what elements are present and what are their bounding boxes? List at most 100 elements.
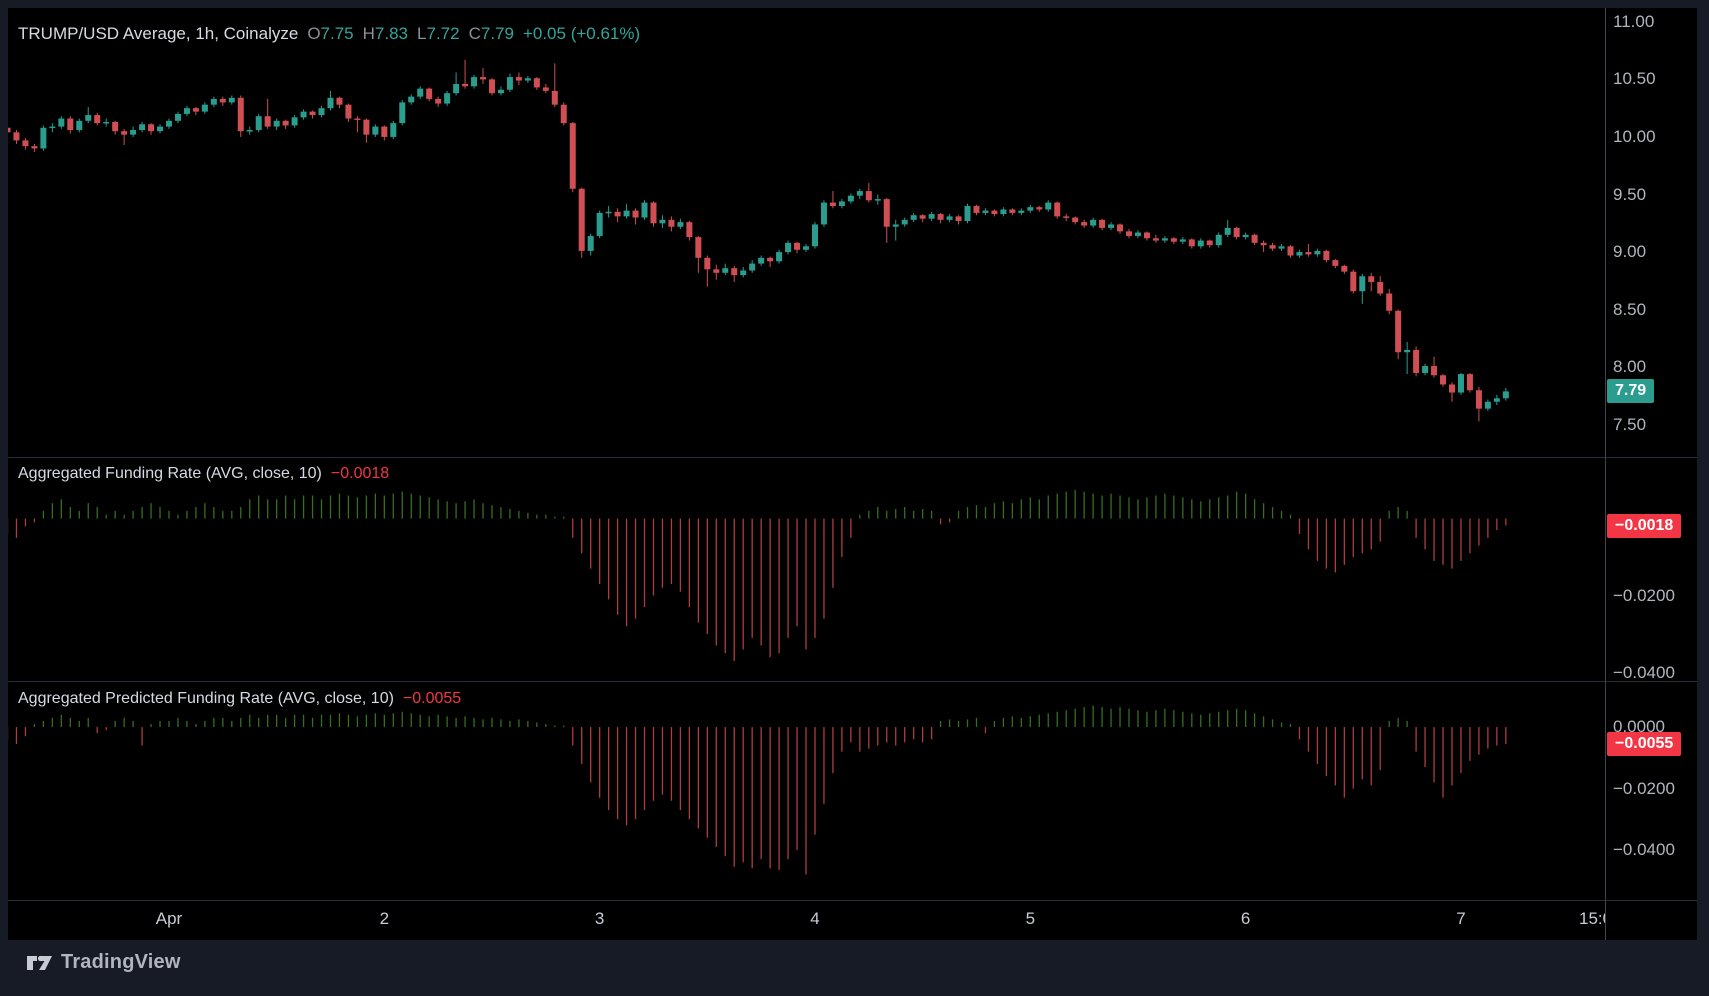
candle-body xyxy=(94,115,101,124)
candle-body xyxy=(1269,245,1276,249)
candle-body xyxy=(390,123,397,137)
candle-body xyxy=(1359,276,1366,292)
axis-tick-label: 10.00 xyxy=(1613,126,1656,146)
candle-body xyxy=(13,132,20,141)
axis-tick-label: −0.0200 xyxy=(1613,585,1675,605)
candle-body xyxy=(1009,209,1016,213)
candle-body xyxy=(740,270,747,276)
candle-body xyxy=(982,210,989,213)
predicted-funding-rate-title[interactable]: Aggregated Predicted Funding Rate (AVG, … xyxy=(18,690,394,707)
candle-body xyxy=(874,199,881,201)
candle-body xyxy=(1233,227,1240,238)
time-axis[interactable]: Apr 2 3 4 5 6 7 15:0 xyxy=(8,900,1605,940)
predicted-funding-rate-scale[interactable]: 0.0000 −0.0200 −0.0400 −0.0055 xyxy=(1605,681,1697,900)
funding-rate-title[interactable]: Aggregated Funding Rate (AVG, close, 10) xyxy=(18,465,322,482)
candle-body xyxy=(363,119,370,135)
candle-body xyxy=(1117,224,1124,232)
candle-body xyxy=(327,97,334,109)
symbol-legend[interactable]: TRUMP/USD Average, 1h, Coinalyze O7.75 H… xyxy=(18,24,640,44)
candle-body xyxy=(865,191,872,201)
candle-body xyxy=(1224,227,1231,235)
candle-body xyxy=(49,126,56,129)
candle-body xyxy=(1018,210,1025,213)
candle-body xyxy=(372,126,379,135)
symbol-title[interactable]: TRUMP/USD Average, 1h, Coinalyze xyxy=(18,24,299,43)
predicted-funding-rate-legend[interactable]: Aggregated Predicted Funding Rate (AVG, … xyxy=(18,690,461,708)
predicted-funding-rate-pane-canvas[interactable] xyxy=(8,681,1605,900)
candle-body xyxy=(1251,234,1258,243)
candle-body xyxy=(847,195,854,202)
candle-body xyxy=(336,97,343,105)
axis-tick-label: −0.0400 xyxy=(1613,839,1675,859)
candle-body xyxy=(1000,209,1007,215)
candle-body xyxy=(560,104,567,124)
candle-body xyxy=(157,126,164,132)
candle-body xyxy=(506,77,513,90)
candle-body xyxy=(444,93,451,104)
candle-body xyxy=(1484,401,1491,409)
tradingview-logo[interactable]: TradingView xyxy=(26,951,181,974)
candle-body xyxy=(183,108,190,114)
candle-body xyxy=(856,191,863,196)
candle-body xyxy=(1350,271,1357,292)
candle-body xyxy=(210,98,217,105)
candle-body xyxy=(255,116,262,131)
time-axis-label: 6 xyxy=(1240,909,1251,928)
candle-body xyxy=(1296,252,1303,256)
candle-body xyxy=(1134,232,1141,236)
candle-body xyxy=(1440,375,1447,385)
last-value-badge: 7.79 xyxy=(1607,379,1655,404)
candle-body xyxy=(937,214,944,220)
candle-body xyxy=(1152,238,1159,241)
candle-body xyxy=(1457,374,1464,393)
candle-body xyxy=(148,124,155,132)
last-value-badge: −0.0018 xyxy=(1607,513,1682,538)
candle-body xyxy=(838,201,845,207)
candle-body xyxy=(1377,282,1384,294)
candle-body xyxy=(1108,224,1115,228)
candle-body xyxy=(551,90,558,105)
candle-body xyxy=(578,188,585,251)
pane-divider[interactable] xyxy=(8,457,1697,458)
candle-body xyxy=(201,104,208,112)
candle-body xyxy=(408,96,415,103)
candle-body xyxy=(623,210,630,217)
pane-divider[interactable] xyxy=(8,681,1697,682)
axis-tick-label: −0.0400 xyxy=(1613,662,1675,682)
candle-body xyxy=(1332,260,1339,266)
funding-rate-legend[interactable]: Aggregated Funding Rate (AVG, close, 10)… xyxy=(18,465,389,483)
candle-body xyxy=(731,268,738,276)
candle-body xyxy=(246,130,253,132)
candle-body xyxy=(174,113,181,121)
price-scale[interactable]: 11.00 10.50 10.00 9.50 9.00 8.50 8.00 7.50 7.79 xyxy=(1605,8,1697,457)
candle-body xyxy=(892,224,899,227)
candle-body xyxy=(165,120,172,127)
time-axis-label: 2 xyxy=(379,909,390,928)
candle-body xyxy=(1493,398,1500,402)
time-axis-label: 15:0 xyxy=(1578,909,1605,928)
candle-body xyxy=(1314,250,1321,255)
candle-body xyxy=(103,121,110,124)
candle-body xyxy=(480,77,487,80)
price-pane-canvas[interactable] xyxy=(8,8,1605,457)
candle-body xyxy=(928,214,935,219)
candle-body xyxy=(300,111,307,118)
funding-rate-scale[interactable]: −0.0200 −0.0400 −0.0018 xyxy=(1605,457,1697,682)
axis-tick-label: 7.50 xyxy=(1613,414,1647,434)
candle-body xyxy=(1368,276,1375,283)
candle-body xyxy=(991,210,998,215)
time-axis-border xyxy=(8,900,1697,901)
axis-tick-label: 10.50 xyxy=(1613,69,1656,89)
time-axis-label: 7 xyxy=(1456,909,1466,928)
candle-body xyxy=(910,215,917,220)
candle-body xyxy=(1448,384,1455,393)
candle-body xyxy=(1413,349,1420,373)
candle-body xyxy=(1054,202,1061,217)
candle-body xyxy=(1179,239,1186,242)
candle-body xyxy=(417,88,424,97)
candle-body xyxy=(8,127,11,133)
funding-rate-pane-canvas[interactable] xyxy=(8,457,1605,681)
candle-body xyxy=(76,120,83,131)
candle-body xyxy=(1431,366,1438,376)
candle-body xyxy=(309,111,316,116)
